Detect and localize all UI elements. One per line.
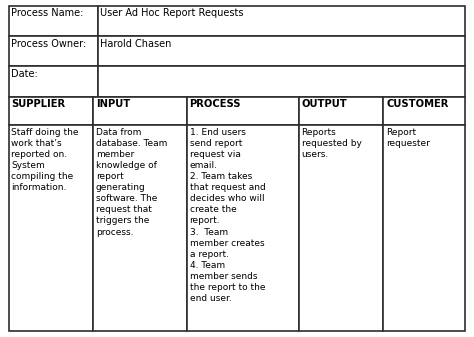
Text: PROCESS: PROCESS bbox=[190, 99, 241, 109]
Bar bbox=[98, 6, 465, 36]
Text: SUPPLIER: SUPPLIER bbox=[11, 99, 65, 109]
Bar bbox=[9, 66, 98, 97]
Bar bbox=[299, 97, 383, 125]
Text: Reports
requested by
users.: Reports requested by users. bbox=[301, 128, 361, 159]
Bar bbox=[9, 97, 93, 125]
Bar bbox=[187, 97, 299, 125]
Bar bbox=[187, 125, 299, 331]
Bar bbox=[98, 36, 465, 66]
Bar bbox=[9, 36, 98, 66]
Bar bbox=[383, 97, 465, 125]
Text: Process Name:: Process Name: bbox=[11, 8, 84, 19]
Text: Harold Chasen: Harold Chasen bbox=[100, 39, 172, 49]
Bar bbox=[93, 97, 187, 125]
Text: CUSTOMER: CUSTOMER bbox=[386, 99, 448, 109]
Text: OUTPUT: OUTPUT bbox=[301, 99, 347, 109]
Text: 1. End users
send report
request via
email.
2. Team takes
that request and
decid: 1. End users send report request via ema… bbox=[190, 128, 265, 303]
Bar bbox=[383, 125, 465, 331]
Text: Date:: Date: bbox=[11, 69, 38, 79]
Bar bbox=[93, 125, 187, 331]
Text: Staff doing the
work that’s
reported on.
System
compiling the
information.: Staff doing the work that’s reported on.… bbox=[11, 128, 79, 192]
Bar bbox=[9, 125, 93, 331]
Text: User Ad Hoc Report Requests: User Ad Hoc Report Requests bbox=[100, 8, 244, 19]
Bar bbox=[9, 6, 98, 36]
Text: INPUT: INPUT bbox=[96, 99, 130, 109]
Text: Process Owner:: Process Owner: bbox=[11, 39, 87, 49]
Text: Data from
database. Team
member
knowledge of
report
generating
software. The
req: Data from database. Team member knowledg… bbox=[96, 128, 167, 237]
Bar bbox=[299, 125, 383, 331]
Bar bbox=[98, 66, 465, 97]
Text: Report
requester: Report requester bbox=[386, 128, 430, 148]
